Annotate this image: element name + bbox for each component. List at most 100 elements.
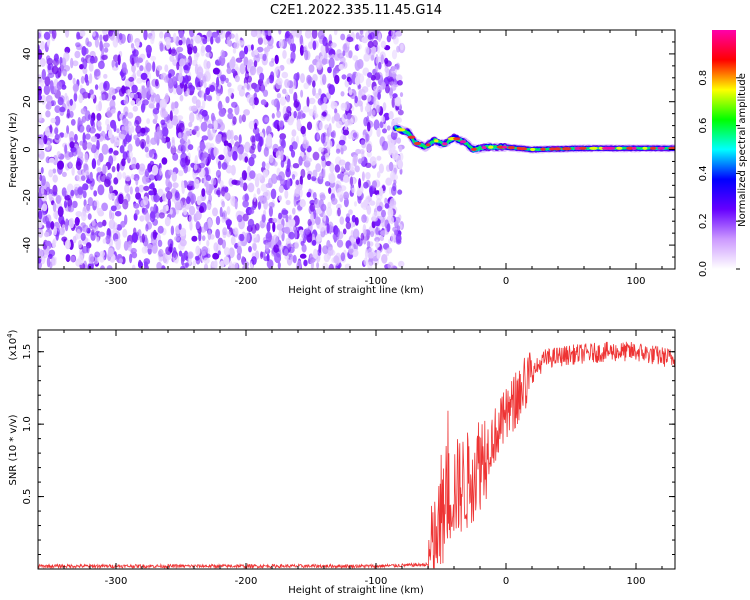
noise-speck	[250, 44, 254, 51]
noise-speck	[284, 248, 289, 257]
noise-speck	[350, 115, 358, 124]
noise-speck	[352, 248, 359, 258]
noise-speck	[346, 36, 354, 43]
spectrogram-y-label: Frequency (Hz)	[8, 112, 19, 188]
noise-speck	[103, 73, 108, 79]
noise-speck	[171, 76, 177, 85]
noise-speck	[52, 174, 58, 183]
noise-speck	[265, 162, 270, 170]
noise-speck	[259, 30, 263, 39]
noise-speck	[342, 129, 350, 136]
noise-speck	[253, 84, 261, 93]
noise-speck	[396, 45, 400, 53]
noise-speck	[236, 245, 242, 256]
noise-speck	[260, 99, 267, 106]
noise-speck	[135, 162, 140, 170]
noise-speck	[72, 60, 79, 67]
noise-speck	[270, 188, 277, 200]
noise-speck	[174, 235, 180, 242]
noise-speck	[378, 61, 382, 70]
noise-speck	[343, 43, 348, 51]
noise-speck	[93, 200, 98, 207]
noise-speck	[315, 163, 322, 173]
colorbar-bar	[712, 30, 736, 269]
noise-speck	[94, 251, 101, 258]
noise-speck	[299, 229, 304, 235]
noise-speck	[89, 73, 93, 84]
noise-speck	[72, 77, 76, 85]
noise-speck	[253, 60, 258, 68]
noise-speck	[340, 144, 347, 152]
noise-speck	[305, 227, 311, 235]
noise-speck	[265, 182, 273, 189]
noise-speck	[154, 114, 158, 121]
noise-speck	[192, 260, 196, 268]
noise-speck	[274, 54, 279, 65]
noise-speck	[101, 143, 109, 155]
noise-speck	[252, 242, 257, 250]
noise-speck	[141, 246, 148, 254]
noise-speck	[130, 100, 136, 106]
noise-speck	[181, 184, 185, 194]
noise-speck	[82, 67, 88, 75]
noise-speck	[94, 84, 99, 90]
noise-speck	[317, 30, 325, 40]
noise-speck	[328, 263, 334, 269]
noise-speck	[318, 88, 322, 96]
noise-speck	[43, 31, 51, 40]
noise-speck	[41, 94, 46, 105]
noise-speck	[285, 237, 291, 244]
noise-speck	[289, 225, 297, 231]
noise-speck	[397, 189, 403, 195]
noise-speck	[183, 64, 190, 74]
noise-speck	[251, 135, 256, 147]
noise-speck	[322, 262, 329, 269]
noise-speck	[248, 246, 252, 253]
noise-speck	[326, 206, 333, 217]
snr-y-label: SNR (10 * v/v)	[8, 414, 19, 485]
noise-speck	[227, 88, 233, 97]
noise-speck	[120, 220, 126, 228]
noise-speck	[231, 101, 238, 108]
y-tick-label: 20	[22, 95, 33, 108]
noise-speck	[399, 168, 403, 175]
noise-speck	[182, 58, 190, 64]
noise-speck	[108, 30, 114, 37]
noise-speck	[57, 160, 64, 170]
noise-speck	[310, 212, 314, 222]
noise-speck	[291, 129, 297, 137]
noise-speck	[172, 32, 177, 43]
noise-speck	[232, 47, 237, 54]
noise-speck	[85, 79, 90, 86]
signal-hotspot	[553, 147, 562, 151]
noise-speck	[96, 158, 101, 166]
noise-speck	[178, 72, 183, 84]
noise-speck	[217, 237, 224, 246]
noise-speck	[312, 192, 317, 200]
noise-speck	[278, 185, 284, 193]
noise-speck	[129, 253, 133, 264]
noise-speck	[388, 161, 394, 172]
noise-speck	[230, 235, 236, 246]
noise-speck	[178, 122, 185, 133]
noise-speck	[361, 214, 367, 223]
noise-speck	[236, 214, 243, 223]
noise-speck	[64, 239, 71, 250]
noise-speck	[319, 121, 323, 130]
noise-speck	[44, 231, 50, 238]
noise-speck	[243, 45, 249, 55]
noise-speck	[38, 198, 44, 209]
noise-speck	[101, 202, 108, 212]
noise-speck	[51, 257, 57, 266]
noise-speck	[128, 76, 135, 82]
noise-speck	[264, 117, 269, 123]
noise-speck	[287, 246, 295, 254]
noise-speck	[361, 86, 369, 93]
noise-speck	[361, 171, 365, 182]
noise-speck	[148, 103, 155, 109]
noise-speck	[290, 43, 294, 52]
noise-speck	[147, 247, 152, 255]
noise-speck	[102, 30, 108, 36]
noise-speck	[167, 238, 174, 248]
noise-speck	[88, 62, 94, 72]
